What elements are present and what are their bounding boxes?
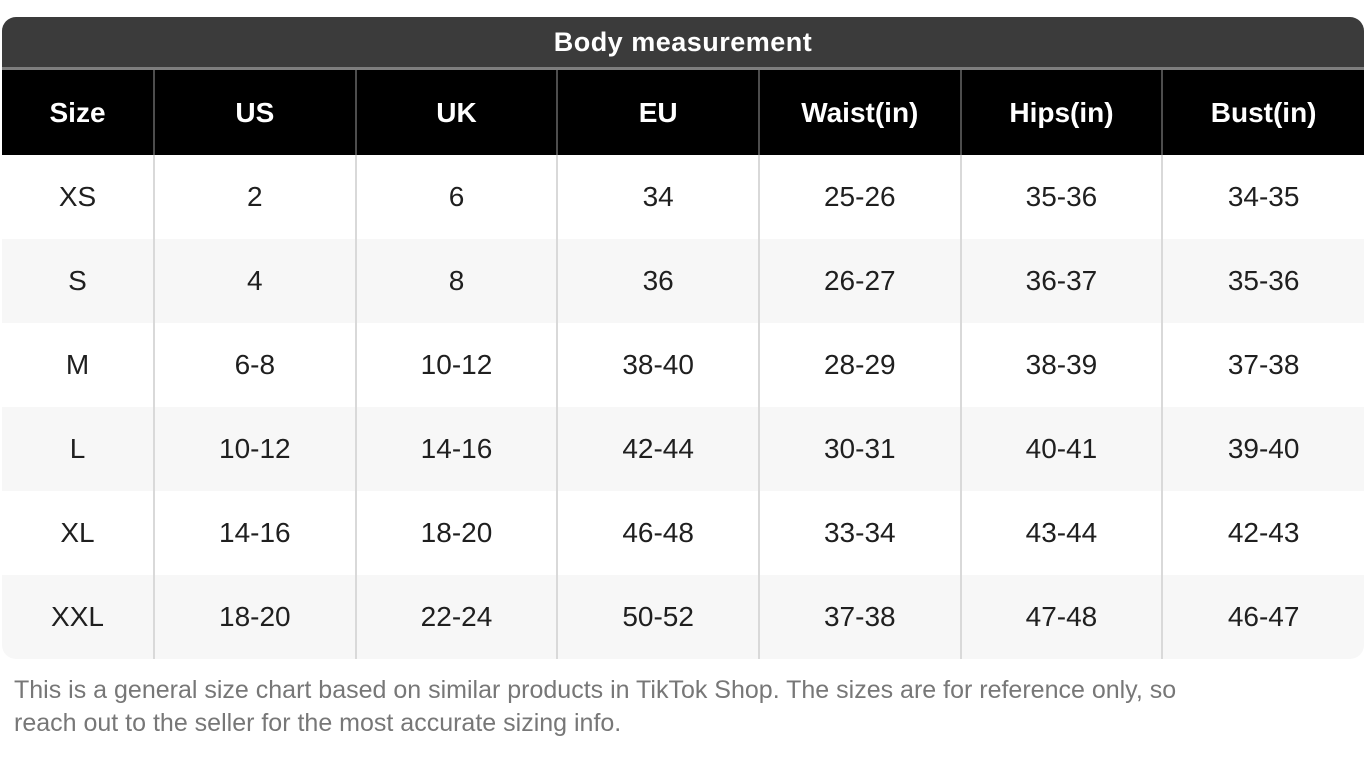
cell-eu: 34 xyxy=(556,155,759,239)
cell-hips: 47-48 xyxy=(959,575,1163,659)
cell-size: M xyxy=(2,323,154,407)
table-row-l: L 10-12 14-16 42-44 30-31 40-41 39-40 xyxy=(2,407,1364,491)
cell-waist: 26-27 xyxy=(757,239,961,323)
cell-eu: 46-48 xyxy=(556,491,759,575)
cell-us: 18-20 xyxy=(153,575,356,659)
column-header-bust: Bust(in) xyxy=(1161,70,1364,155)
cell-eu: 38-40 xyxy=(556,323,759,407)
cell-uk: 22-24 xyxy=(354,575,558,659)
cell-size: XS xyxy=(2,155,154,239)
cell-bust: 46-47 xyxy=(1161,575,1364,659)
cell-hips: 43-44 xyxy=(959,491,1163,575)
cell-waist: 30-31 xyxy=(757,407,961,491)
cell-us: 14-16 xyxy=(153,491,356,575)
column-header-waist: Waist(in) xyxy=(757,70,961,155)
cell-waist: 25-26 xyxy=(757,155,961,239)
cell-waist: 37-38 xyxy=(757,575,961,659)
size-chart-disclaimer: This is a general size chart based on si… xyxy=(14,676,1177,737)
cell-bust: 42-43 xyxy=(1161,491,1364,575)
table-row-xxl: XXL 18-20 22-24 50-52 37-38 47-48 46-47 xyxy=(2,575,1364,659)
cell-us: 6-8 xyxy=(153,323,356,407)
cell-bust: 37-38 xyxy=(1161,323,1364,407)
column-header-us: US xyxy=(153,70,356,155)
table-row-xs: XS 2 6 34 25-26 35-36 34-35 xyxy=(2,155,1364,239)
cell-uk: 10-12 xyxy=(354,323,558,407)
cell-us: 10-12 xyxy=(153,407,356,491)
cell-uk: 14-16 xyxy=(354,407,558,491)
column-header-size: Size xyxy=(2,70,154,155)
size-chart-table: Size US UK EU Waist(in) Hips(in) Bust(in… xyxy=(2,70,1364,659)
size-chart-title: Body measurement xyxy=(553,26,813,57)
cell-uk: 6 xyxy=(354,155,558,239)
cell-size: S xyxy=(2,239,154,323)
cell-eu: 42-44 xyxy=(556,407,759,491)
cell-uk: 18-20 xyxy=(354,491,558,575)
size-chart-panel: Body measurement Size US UK EU Waist(in)… xyxy=(2,17,1364,659)
cell-hips: 36-37 xyxy=(959,239,1163,323)
cell-hips: 40-41 xyxy=(959,407,1163,491)
cell-bust: 39-40 xyxy=(1161,407,1364,491)
column-header-eu: EU xyxy=(556,70,759,155)
table-row-s: S 4 8 36 26-27 36-37 35-36 xyxy=(2,239,1364,323)
column-header-uk: UK xyxy=(354,70,558,155)
cell-bust: 34-35 xyxy=(1161,155,1364,239)
cell-size: XL xyxy=(2,491,154,575)
cell-hips: 35-36 xyxy=(959,155,1163,239)
cell-hips: 38-39 xyxy=(959,323,1163,407)
cell-us: 4 xyxy=(153,239,356,323)
cell-size: XXL xyxy=(2,575,154,659)
size-chart-title-bar: Body measurement xyxy=(2,17,1364,70)
column-header-hips: Hips(in) xyxy=(959,70,1163,155)
cell-eu: 36 xyxy=(556,239,759,323)
table-row-xl: XL 14-16 18-20 46-48 33-34 43-44 42-43 xyxy=(2,491,1364,575)
cell-eu: 50-52 xyxy=(556,575,759,659)
cell-waist: 33-34 xyxy=(757,491,961,575)
cell-size: L xyxy=(2,407,154,491)
cell-waist: 28-29 xyxy=(757,323,961,407)
table-row-m: M 6-8 10-12 38-40 28-29 38-39 37-38 xyxy=(2,323,1364,407)
table-header-row: Size US UK EU Waist(in) Hips(in) Bust(in… xyxy=(2,70,1364,155)
cell-uk: 8 xyxy=(354,239,558,323)
cell-us: 2 xyxy=(153,155,356,239)
cell-bust: 35-36 xyxy=(1161,239,1364,323)
